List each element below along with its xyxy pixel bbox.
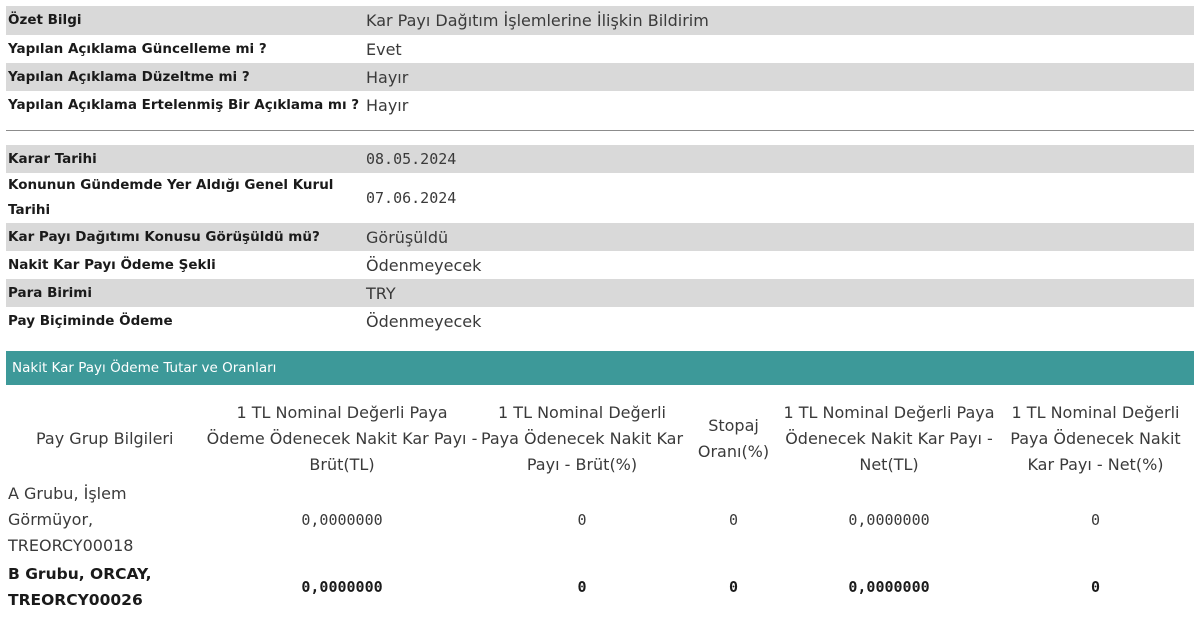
gross-pct-cell: 0: [577, 578, 587, 596]
decision-value: 08.05.2024: [362, 145, 1194, 173]
payment-header-row: Pay Grup Bilgileri 1 TL Nominal Değerli …: [6, 397, 1194, 481]
group-info-cell: B Grubu, ORCAY, TREORCY00026: [8, 565, 152, 609]
column-header: Stopaj Oranı(%): [697, 416, 770, 461]
net-pct-cell: 0: [1090, 578, 1101, 596]
decision-label: Kar Payı Dağıtımı Konusu Görüşüldü mü?: [6, 223, 362, 251]
gross-tl-cell: 0,0000000: [301, 511, 383, 529]
decision-row: Nakit Kar Payı Ödeme Şekli Ödenmeyecek: [6, 251, 1194, 279]
decision-row: Konunun Gündemde Yer Aldığı Genel Kurul …: [6, 173, 1194, 223]
column-header: 1 TL Nominal Değerli Paya Ödenecek Nakit…: [783, 403, 995, 474]
decision-row: Pay Biçiminde Ödeme Ödenmeyecek: [6, 307, 1194, 335]
decision-value: Görüşüldü: [362, 223, 1194, 251]
summary-row: Özet Bilgi Kar Payı Dağıtım İşlemlerine …: [6, 6, 1194, 35]
section-header: Nakit Kar Payı Ödeme Tutar ve Oranları: [6, 351, 1194, 385]
decision-row: Karar Tarihi 08.05.2024: [6, 145, 1194, 173]
column-header: 1 TL Nominal Değerli Paya Ödenecek Nakit…: [1010, 403, 1181, 474]
decision-value: 07.06.2024: [366, 189, 457, 207]
decision-row: Para Birimi TRY: [6, 279, 1194, 307]
decision-value: Ödenmeyecek: [366, 311, 482, 331]
summary-row: Yapılan Açıklama Ertelenmiş Bir Açıklama…: [6, 91, 1194, 119]
withholding-cell: 0: [728, 578, 739, 596]
withholding-cell: 0: [728, 511, 739, 529]
summary-value: Hayır: [362, 63, 1194, 91]
summary-value: Evet: [366, 39, 402, 59]
decision-label: Konunun Gündemde Yer Aldığı Genel Kurul …: [8, 177, 334, 218]
summary-label: Yapılan Açıklama Güncelleme mi ?: [8, 40, 267, 57]
summary-label: Yapılan Açıklama Düzeltme mi ?: [6, 63, 362, 91]
section-divider: [6, 130, 1194, 131]
summary-label: Yapılan Açıklama Ertelenmiş Bir Açıklama…: [8, 96, 360, 113]
table-row: A Grubu, İşlem Görmüyor, TREORCY00018 0,…: [6, 481, 1194, 559]
decision-value: Ödenmeyecek: [366, 255, 482, 275]
column-header: 1 TL Nominal Değerli Paya Ödenecek Nakit…: [480, 403, 684, 474]
decision-label: Pay Biçiminde Ödeme: [8, 312, 173, 329]
decision-value: TRY: [362, 279, 1194, 307]
summary-value: Hayır: [366, 95, 409, 115]
summary-row: Yapılan Açıklama Düzeltme mi ? Hayır: [6, 63, 1194, 91]
decision-table: Karar Tarihi 08.05.2024 Konunun Gündemde…: [6, 145, 1194, 335]
column-header: Pay Grup Bilgileri: [36, 429, 174, 448]
decision-label: Nakit Kar Payı Ödeme Şekli: [8, 256, 216, 273]
summary-value: Kar Payı Dağıtım İşlemlerine İlişkin Bil…: [362, 6, 1194, 35]
column-header: 1 TL Nominal Değerli Paya Ödeme Ödenecek…: [206, 403, 478, 474]
group-info-cell: A Grubu, İşlem Görmüyor, TREORCY00018: [8, 484, 134, 555]
disclosure-page: Özet Bilgi Kar Payı Dağıtım İşlemlerine …: [6, 6, 1194, 615]
table-row: B Grubu, ORCAY, TREORCY00026 0,0000000 0…: [6, 559, 1194, 615]
summary-table: Özet Bilgi Kar Payı Dağıtım İşlemlerine …: [6, 6, 1194, 119]
net-pct-cell: 0: [1090, 511, 1101, 529]
summary-label: Özet Bilgi: [6, 6, 362, 35]
decision-row: Kar Payı Dağıtımı Konusu Görüşüldü mü? G…: [6, 223, 1194, 251]
net-tl-cell: 0,0000000: [848, 578, 930, 596]
summary-row: Yapılan Açıklama Güncelleme mi ? Evet: [6, 35, 1194, 63]
decision-label: Para Birimi: [6, 279, 362, 307]
payment-table: Pay Grup Bilgileri 1 TL Nominal Değerli …: [6, 397, 1194, 615]
decision-label: Karar Tarihi: [6, 145, 362, 173]
gross-tl-cell: 0,0000000: [301, 578, 383, 596]
gross-pct-cell: 0: [577, 511, 587, 529]
net-tl-cell: 0,0000000: [848, 511, 930, 529]
